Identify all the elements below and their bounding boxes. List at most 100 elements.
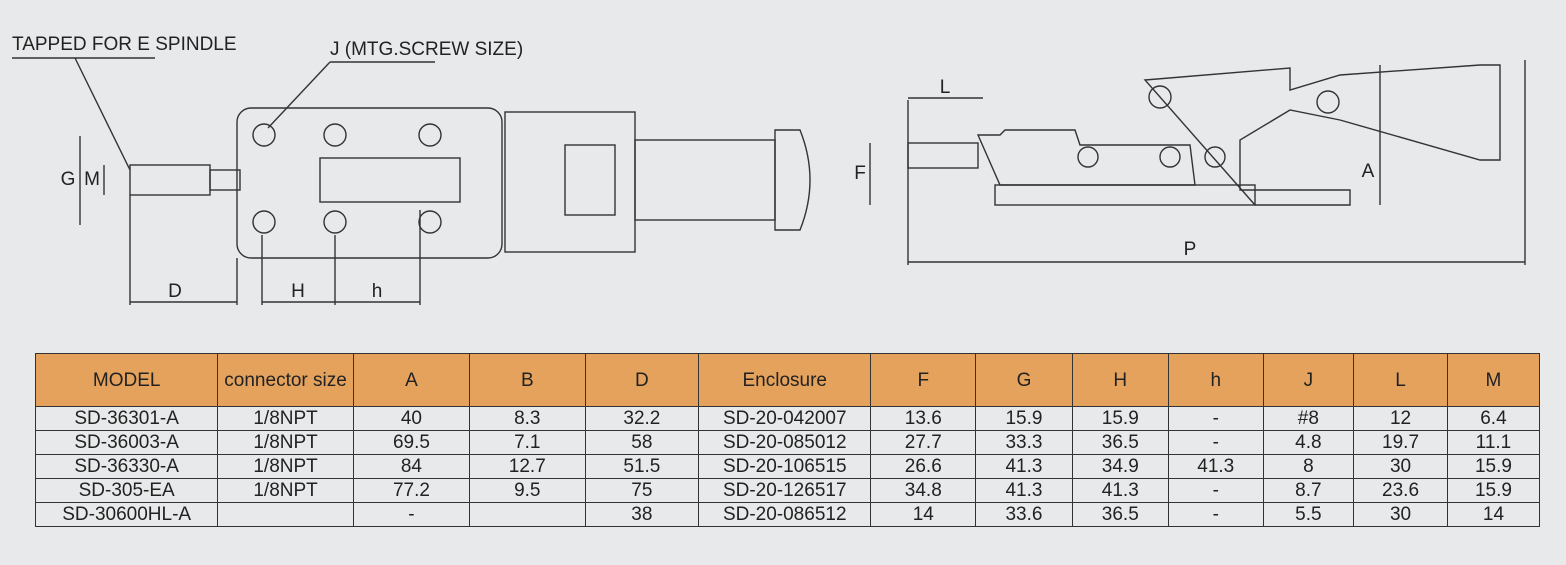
header-cell: Enclosure [698, 353, 872, 407]
table-cell: 1/8NPT [217, 430, 354, 455]
table-cell: 30 [1353, 502, 1448, 527]
hole [252, 210, 276, 234]
table-cell: 15.9 [1071, 406, 1169, 431]
table-cell: 36.5 [1071, 430, 1169, 455]
dimension-label: F [854, 163, 866, 184]
header-cell: L [1353, 353, 1448, 407]
header-cell: B [469, 353, 586, 407]
table-cell: 13.6 [870, 406, 977, 431]
handle [1143, 64, 1501, 206]
header-cell: connector size [217, 353, 354, 407]
spindle [129, 164, 211, 196]
header-cell: J [1262, 353, 1355, 407]
table-cell: 1/8NPT [217, 454, 354, 479]
hole [418, 123, 442, 147]
spindle [907, 142, 979, 169]
table-cell: 41.3 [975, 454, 1073, 479]
dimension-label: A [1362, 161, 1375, 182]
dimension-label: H [291, 281, 305, 302]
table-row: SD-36330-A 1/8NPT 84 12.7 51.5 SD-20-106515 26… [34, 454, 1541, 479]
dimension-label: G [61, 169, 76, 190]
table-cell: 8 [1262, 454, 1355, 479]
dimension-label: D [168, 281, 182, 302]
callout-label: J (MTG.SCREW SIZE) [330, 39, 523, 60]
table-cell: 1/8NPT [217, 478, 354, 503]
hole [323, 210, 347, 234]
table-cell: 12.7 [469, 454, 586, 479]
table-cell: 51.5 [584, 454, 700, 479]
hole [323, 123, 347, 147]
table-cell: 9.5 [469, 478, 586, 503]
table-cell: 34.8 [870, 478, 977, 503]
table-cell: - [1167, 406, 1264, 431]
pivot [1316, 90, 1340, 114]
dimension-label: L [940, 77, 951, 98]
pivot [1148, 85, 1172, 109]
leader-line [267, 61, 331, 129]
table-cell: - [1167, 502, 1264, 527]
header-cell: G [975, 353, 1073, 407]
header-cell: D [584, 353, 700, 407]
header-cell: A [352, 353, 471, 407]
table-cell: 6.4 [1446, 406, 1541, 431]
header-cell: M [1446, 353, 1541, 407]
header-cell: h [1167, 353, 1264, 407]
table-cell: 26.6 [870, 454, 977, 479]
table-cell: 41.3 [1167, 454, 1264, 479]
table-cell: SD-36301-A [34, 406, 219, 431]
table-cell: - [352, 502, 471, 527]
table-cell: SD-20-042007 [698, 406, 872, 431]
table-cell: 14 [870, 502, 977, 527]
table-cell: SD-20-126517 [698, 478, 872, 503]
table-cell: 12 [1353, 406, 1448, 431]
table-cell [217, 502, 354, 527]
hole [418, 210, 442, 234]
table-cell: - [1167, 478, 1264, 503]
table-cell: 58 [584, 430, 700, 455]
table-cell: 11.1 [1446, 430, 1541, 455]
table-cell: 75 [584, 478, 700, 503]
table-cell: 32.2 [584, 406, 700, 431]
pivot [1204, 146, 1226, 168]
handle-knob [774, 129, 811, 231]
table-cell: 8.3 [469, 406, 586, 431]
pivot [1077, 146, 1099, 168]
table-cell: 36.5 [1071, 502, 1169, 527]
table-cell: 27.7 [870, 430, 977, 455]
callout-label: TAPPED FOR E SPINDLE [12, 34, 237, 55]
table-cell: 33.3 [975, 430, 1073, 455]
table-cell: SD-20-086512 [698, 502, 872, 527]
table-cell: 15.9 [1446, 478, 1541, 503]
table-cell: SD-305-EA [34, 478, 219, 503]
handle [634, 139, 776, 221]
dimension-label: h [372, 281, 383, 302]
table-cell: SD-36330-A [34, 454, 219, 479]
table-row: SD-36301-A 1/8NPT 40 8.3 32.2 SD-20-042007 13.… [34, 406, 1541, 431]
table-cell: SD-20-085012 [698, 430, 872, 455]
table-cell: 4.8 [1262, 430, 1355, 455]
table-cell: 30 [1353, 454, 1448, 479]
table-cell: 41.3 [1071, 478, 1169, 503]
table-cell: SD-36003-A [34, 430, 219, 455]
pivot [1159, 146, 1181, 168]
table-cell: 19.7 [1353, 430, 1448, 455]
table-cell: SD-20-106515 [698, 454, 872, 479]
base-plate [236, 107, 503, 259]
table-cell: 38 [584, 502, 700, 527]
table-cell [469, 502, 586, 527]
table-cell: 84 [352, 454, 471, 479]
header-cell: H [1071, 353, 1169, 407]
technical-drawing: TAPPED FOR E SPINDLE J (MTG.SCREW SIZE) … [12, 34, 1526, 305]
table-cell: 8.7 [1262, 478, 1355, 503]
dimension-label: P [1184, 239, 1197, 260]
header-cell: MODEL [34, 353, 219, 407]
table-cell: 34.9 [1071, 454, 1169, 479]
spindle [209, 169, 241, 191]
table-row: SD-305-EA 1/8NPT 77.2 9.5 75 SD-20-126517 34.8… [34, 478, 1541, 503]
linkage [319, 157, 461, 203]
table-cell: #8 [1262, 406, 1355, 431]
